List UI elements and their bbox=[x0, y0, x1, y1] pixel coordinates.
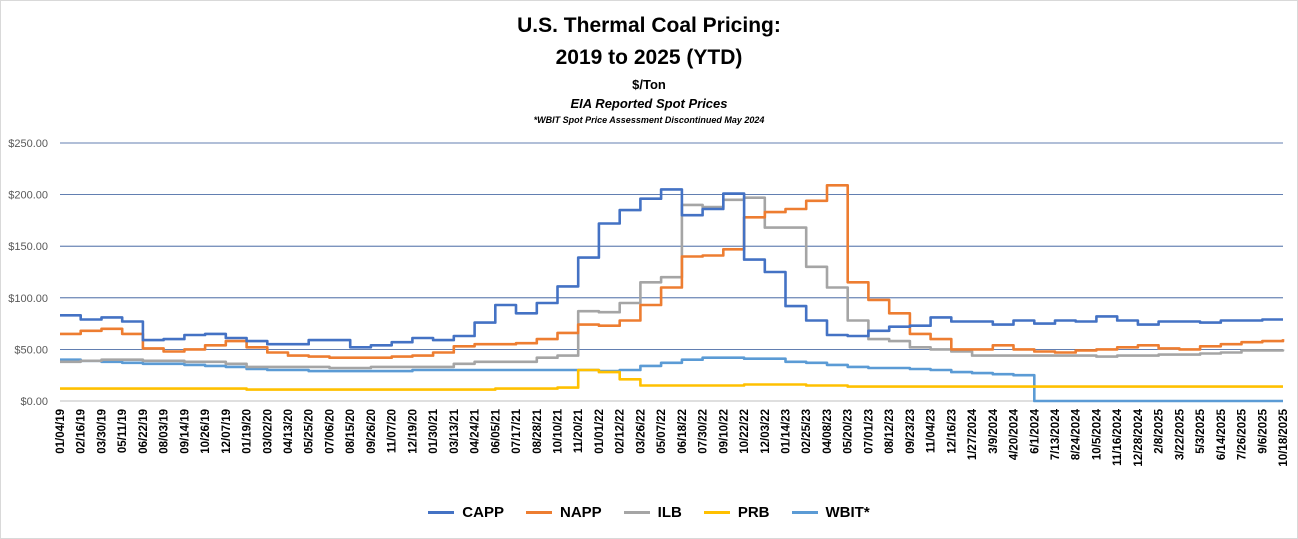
x-tick-label: 07/30/22 bbox=[698, 409, 710, 454]
legend-label: ILB bbox=[657, 504, 682, 521]
x-tick-label: 09/10/22 bbox=[718, 409, 730, 454]
x-tick-label: 05/25/20 bbox=[304, 409, 316, 454]
x-tick-label: 09/14/19 bbox=[179, 409, 191, 454]
x-tick-label: 09/23/23 bbox=[905, 409, 917, 454]
x-tick-label: 03/13/21 bbox=[449, 408, 461, 453]
x-tick-label: 03/30/19 bbox=[96, 409, 108, 454]
x-tick-label: 01/19/20 bbox=[242, 409, 254, 454]
y-tick-label: $100.00 bbox=[8, 293, 48, 305]
x-tick-label: 02/25/23 bbox=[801, 409, 813, 454]
x-tick-label: 09/26/20 bbox=[366, 409, 378, 454]
series-line-wbit bbox=[60, 356, 1283, 403]
series-line-capp bbox=[60, 188, 1283, 349]
chart-subtitle: EIA Reported Spot Prices bbox=[570, 96, 728, 111]
x-tick-label: 04/13/20 bbox=[283, 409, 295, 454]
x-tick-label: 04/08/23 bbox=[822, 409, 834, 454]
legend-swatch bbox=[791, 511, 818, 514]
x-tick-label: 11/20/21 bbox=[573, 408, 585, 453]
x-tick-label: 3/22/2025 bbox=[1174, 408, 1186, 460]
x-tick-label: 07/06/20 bbox=[324, 409, 336, 454]
x-tick-label: 10/22/22 bbox=[739, 409, 751, 454]
x-tick-label: 2/8/2025 bbox=[1154, 408, 1166, 453]
legend-label: WBIT* bbox=[825, 504, 870, 521]
x-tick-label: 12/07/19 bbox=[221, 409, 233, 454]
x-tick-label: 6/1/2024 bbox=[1029, 408, 1041, 453]
x-tick-label: 05/20/23 bbox=[843, 409, 855, 454]
chart-note: *WBIT Spot Price Assessment Discontinued… bbox=[533, 115, 765, 125]
x-tick-label: 08/03/19 bbox=[159, 409, 171, 454]
x-tick-label: 6/14/2025 bbox=[1216, 408, 1228, 460]
legend: CAPP NAPP ILB PRB WBIT* bbox=[0, 504, 1298, 521]
x-tick-label: 11/04/23 bbox=[926, 409, 938, 453]
x-tick-label: 01/01/22 bbox=[594, 409, 606, 454]
legend-label: NAPP bbox=[559, 504, 602, 521]
x-tick-label: 01/14/23 bbox=[781, 409, 793, 454]
legend-item: CAPP bbox=[428, 504, 504, 521]
x-tick-label: 12/03/22 bbox=[760, 409, 772, 454]
series-line-napp bbox=[60, 184, 1285, 360]
legend-label: CAPP bbox=[462, 504, 504, 521]
x-tick-label: 12/19/20 bbox=[407, 409, 419, 454]
x-tick-label: 06/22/19 bbox=[138, 409, 150, 454]
x-tick-label: 01/04/19 bbox=[55, 409, 67, 454]
y-tick-label: $250.00 bbox=[8, 138, 48, 150]
x-tick-label: 4/20/2024 bbox=[1009, 408, 1021, 460]
x-tick-label: 11/07/20 bbox=[387, 409, 399, 453]
x-tick-label: 04/24/21 bbox=[470, 408, 482, 453]
chart-title: U.S. Thermal Coal Pricing: bbox=[517, 14, 781, 37]
x-tick-label: 10/5/2024 bbox=[1091, 408, 1103, 460]
x-tick-label: 3/9/2024 bbox=[988, 408, 1000, 453]
x-tick-label: 11/16/2024 bbox=[1112, 408, 1124, 466]
x-tick-label: 02/12/22 bbox=[615, 409, 627, 454]
y-tick-label: $150.00 bbox=[8, 241, 48, 253]
x-tick-label: 7/13/2024 bbox=[1050, 408, 1062, 460]
legend-item: NAPP bbox=[525, 504, 602, 521]
x-tick-label: 10/26/19 bbox=[200, 409, 212, 454]
y-tick-label: $0.00 bbox=[20, 396, 48, 408]
legend-swatch bbox=[623, 511, 650, 514]
x-tick-label: 08/12/23 bbox=[884, 409, 896, 454]
x-tick-label: 06/05/21 bbox=[490, 408, 502, 453]
x-tick-label: 03/26/22 bbox=[635, 409, 647, 454]
legend-swatch bbox=[703, 511, 730, 514]
series-line-ilb bbox=[60, 196, 1285, 370]
x-tick-label: 07/17/21 bbox=[511, 408, 523, 453]
x-tick-label: 10/18/2025 bbox=[1278, 408, 1290, 466]
series-line-prb bbox=[60, 368, 1283, 391]
legend-item: PRB bbox=[703, 504, 770, 521]
legend-item: WBIT* bbox=[791, 504, 870, 521]
x-tick-label: 10/10/21 bbox=[552, 408, 564, 453]
series-lines bbox=[60, 184, 1285, 403]
x-tick-label: 05/11/19 bbox=[117, 409, 129, 453]
x-tick-label: 03/02/20 bbox=[262, 409, 274, 454]
x-tick-label: 07/01/23 bbox=[863, 409, 875, 454]
x-tick-label: 8/24/2024 bbox=[1071, 408, 1083, 460]
x-tick-label: 05/07/22 bbox=[656, 409, 668, 454]
y-tick-label: $200.00 bbox=[8, 190, 48, 202]
chart-unit: $/Ton bbox=[632, 77, 666, 92]
x-tick-label: 02/16/19 bbox=[76, 409, 88, 454]
x-tick-label: 12/16/23 bbox=[946, 409, 958, 454]
legend-item: ILB bbox=[623, 504, 682, 521]
legend-swatch bbox=[525, 511, 552, 514]
x-tick-label: 12/28/2024 bbox=[1133, 408, 1145, 466]
y-axis: $0.00 $50.00 $100.00 $150.00 $200.00 $250.00 bbox=[8, 138, 48, 408]
x-tick-label: 9/6/2025 bbox=[1257, 408, 1269, 453]
x-axis: 01/04/19 02/16/19 03/30/19 05/11/19 06/22/19… bbox=[55, 408, 1290, 466]
x-tick-label: 08/28/21 bbox=[532, 408, 544, 453]
x-tick-label: 06/18/22 bbox=[677, 409, 689, 454]
x-tick-label: 7/26/2025 bbox=[1237, 408, 1249, 460]
x-tick-label: 08/15/20 bbox=[345, 409, 357, 454]
chart-title-line2: 2019 to 2025 (YTD) bbox=[555, 46, 743, 69]
legend-swatch bbox=[428, 511, 455, 514]
legend-label: PRB bbox=[737, 504, 770, 521]
x-tick-label: 1/27/2024 bbox=[967, 408, 979, 460]
x-tick-label: 5/3/2025 bbox=[1195, 408, 1207, 453]
y-tick-label: $50.00 bbox=[14, 344, 48, 356]
x-tick-label: 01/30/21 bbox=[428, 408, 440, 453]
